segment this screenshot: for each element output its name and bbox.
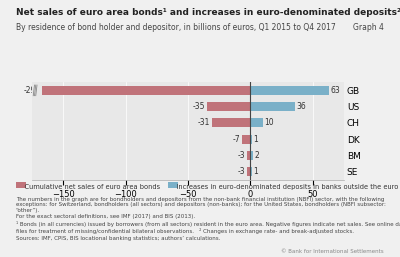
Bar [212, 118, 250, 127]
Bar [250, 167, 252, 176]
Bar [250, 135, 252, 144]
Bar [32, 86, 250, 95]
Text: © Bank for International Settlements: © Bank for International Settlements [281, 250, 384, 254]
Bar [33, 86, 42, 95]
Text: 10: 10 [264, 118, 274, 127]
Text: -293: -293 [24, 86, 41, 95]
Text: -3: -3 [238, 151, 246, 160]
Text: Sources: IMF, CPIS, BIS locational banking statistics; authors’ calculations.: Sources: IMF, CPIS, BIS locational banki… [16, 236, 220, 241]
Text: -35: -35 [193, 102, 206, 111]
Text: Graph 4: Graph 4 [353, 23, 384, 32]
Bar [242, 135, 250, 144]
Bar [250, 102, 295, 111]
Text: 36: 36 [296, 102, 306, 111]
Text: 1: 1 [253, 167, 258, 176]
Text: Increases in euro-denominated deposits in banks outside the euro area: Increases in euro-denominated deposits i… [168, 184, 400, 190]
Text: The numbers in the graph are for bondholders and depositors from the non-bank fi: The numbers in the graph are for bondhol… [16, 197, 386, 219]
Bar [247, 151, 250, 160]
Text: Net sales of euro area bonds¹ and increases in euro-denominated deposits²: Net sales of euro area bonds¹ and increa… [16, 8, 400, 17]
Text: ¹ Bonds (in all currencies) issued by borrowers (from all sectors) resident in t: ¹ Bonds (in all currencies) issued by bo… [16, 221, 400, 234]
Bar [247, 167, 250, 176]
Bar [250, 86, 329, 95]
Text: -31: -31 [198, 118, 210, 127]
FancyBboxPatch shape [31, 86, 38, 95]
Text: 1: 1 [253, 135, 258, 144]
Text: -3: -3 [238, 167, 246, 176]
Bar [32, 86, 42, 95]
Text: -7: -7 [233, 135, 240, 144]
Text: 63: 63 [330, 86, 340, 95]
Text: Cumulative net sales of euro area bonds: Cumulative net sales of euro area bonds [16, 184, 160, 190]
Bar [250, 118, 263, 127]
Text: By residence of bond holder and depositor, in billions of euros, Q1 2015 to Q4 2: By residence of bond holder and deposito… [16, 23, 336, 32]
Bar [207, 102, 250, 111]
Text: 2: 2 [254, 151, 259, 160]
Bar [250, 151, 253, 160]
